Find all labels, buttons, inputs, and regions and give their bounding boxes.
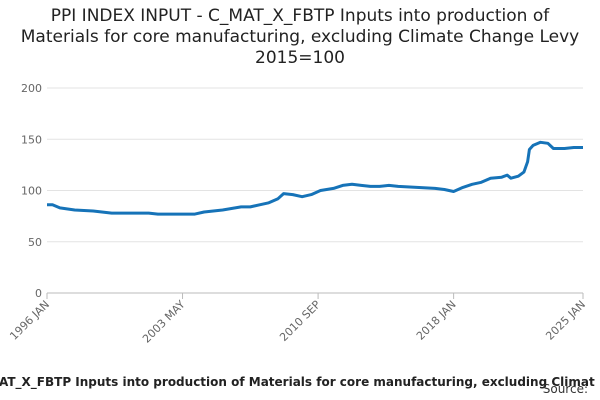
y-tick-label: 200	[21, 82, 42, 95]
line	[47, 140, 583, 216]
x-tick-label: 2003 MAY	[140, 298, 188, 346]
x-tick-label: 2018 JAN	[414, 298, 459, 343]
source: Source:	[543, 382, 588, 396]
x-tick-label: 1996 JAN	[7, 298, 52, 343]
x-tick-label: 2010 SEP	[277, 298, 323, 344]
y-tick-label: 0	[35, 287, 42, 300]
x-tick-label: 2025 JAN	[543, 298, 588, 343]
y-tick-label: 150	[21, 133, 42, 146]
y-tick-label: 50	[28, 236, 42, 249]
y-tick-label: 100	[21, 185, 42, 198]
x-axis-label: AT_X_FBTP Inputs into production of Mate…	[0, 375, 595, 390]
chart-title: PPI INDEX INPUT - C_MAT_X_FBTP Inputs in…	[20, 6, 580, 68]
